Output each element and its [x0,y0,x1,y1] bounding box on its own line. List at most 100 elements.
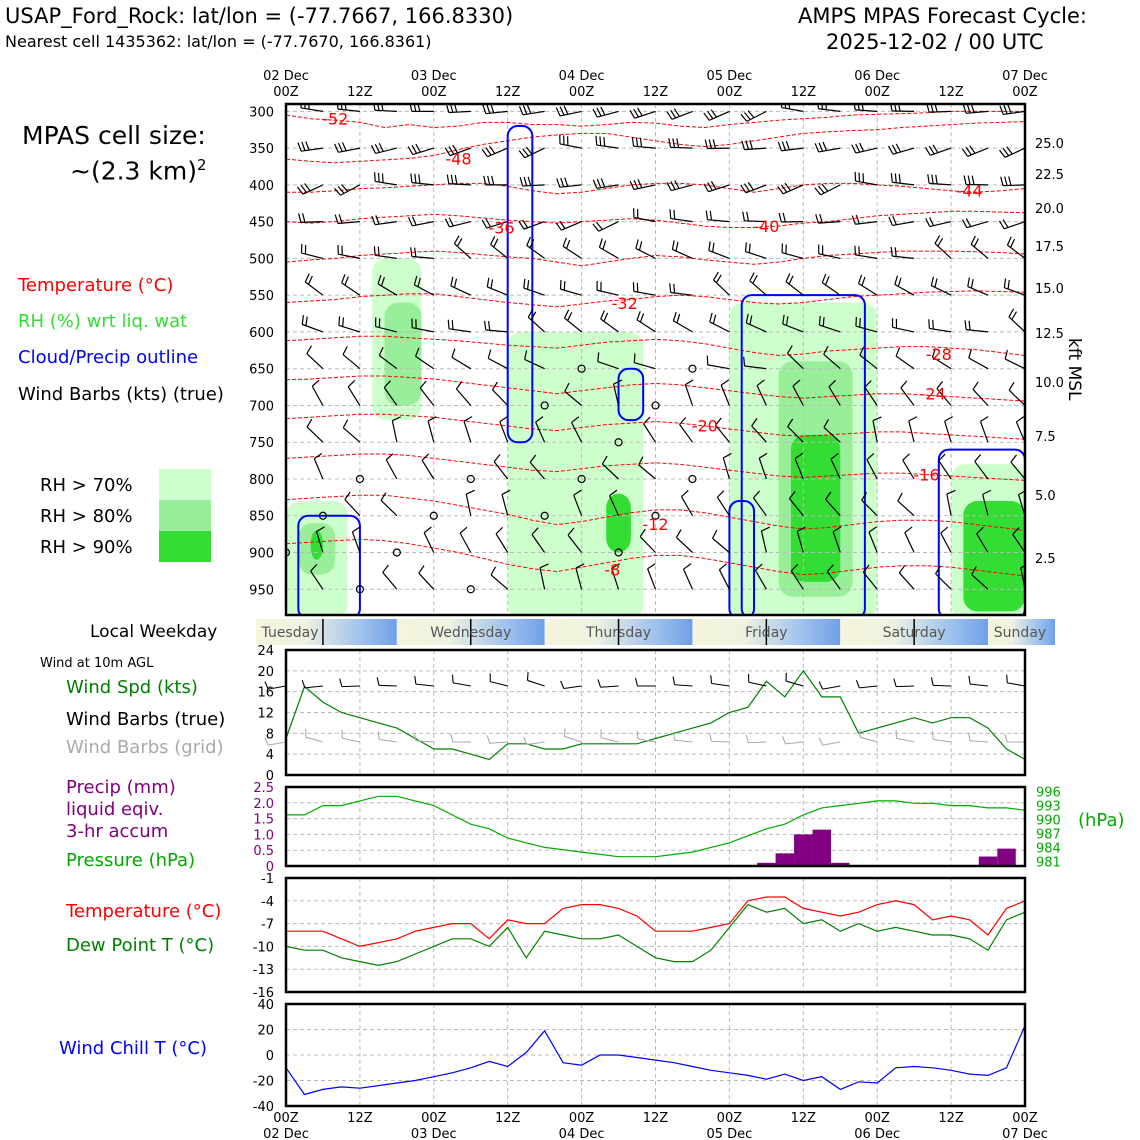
y-tick: 4 [266,748,274,763]
wind-barb [963,175,989,186]
wind-barb [857,274,878,296]
bottom-date-tick: 07 Dec [1002,1127,1048,1140]
wind-barb [866,453,878,480]
wind-barb [777,182,804,195]
wind-barb [862,564,878,590]
wind-barb [872,416,882,443]
temperature-label: -16 [913,466,939,485]
top-hour-tick: 00Z [1012,85,1038,100]
wind-barb [823,345,841,370]
y-tick: -40 [253,1100,274,1115]
weekday-label: Friday [745,625,787,641]
wind-barb [450,276,472,296]
wind-barb [597,352,619,370]
pressure-tick: 990 [1036,814,1061,829]
precip-bar [757,862,776,866]
wind-barb [592,221,619,232]
wind-barb-true [672,676,693,687]
wind-barb [826,564,841,590]
wind-barb [832,526,842,553]
wind-barb-true [526,672,545,687]
wind-barb [370,142,398,155]
calm-circle [651,401,660,410]
wind-barb-grid [895,729,915,743]
wind-barb [592,106,619,118]
wind-barb [703,180,730,193]
wind-barb [672,311,693,333]
wind-barb [410,247,434,259]
wind-barb [898,565,915,590]
wind-barb [946,489,956,516]
wind-barb [298,213,323,223]
bottom-hour-tick: 00Z [1012,1111,1038,1126]
calm-circle [286,548,291,557]
wind-barb [944,416,953,443]
wind-barb-true [376,677,397,687]
wind-barb [1004,349,1025,370]
bottom-date-tick: 02 Dec [263,1127,309,1140]
wind-barb [854,245,878,259]
wind-barb [961,218,989,229]
wind-chill-label: Wind Chill T (°C) [59,1038,207,1059]
pressure-tick: 900 [249,547,274,562]
cycle-title: AMPS MPAS Forecast Cycle: [798,4,1087,28]
wind-barb [815,213,841,224]
wind-10m-label: Wind at 10m AGL [40,656,154,671]
wind-barb [788,491,804,517]
wind-barb [961,145,989,157]
wind-barb [555,105,582,117]
wind-barb [337,244,361,259]
wind-barb [598,238,619,259]
wind-barb [740,110,767,122]
wind-barb [573,489,583,516]
wind-barb [925,217,952,228]
temperature-contour [286,335,1025,357]
y-tick: 1.5 [253,813,274,828]
wind-barb [527,308,546,333]
wind-barb [868,526,878,553]
pressure-tick: 300 [249,105,274,120]
calm-circle [540,511,549,520]
precip-bar [978,856,998,866]
wind-barb [427,416,437,443]
wind-barb [531,527,546,553]
top-date-tick: 07 Dec [1002,69,1048,84]
wind-barb [344,491,361,517]
wind-barb [491,381,509,406]
weekday-label: Sunday [994,625,1046,641]
wind-barb [296,183,324,195]
temperature-label: -40 [753,217,779,236]
wind-barb [713,271,730,296]
y-tick: 1.0 [253,828,274,843]
wind-barb-grid [859,728,878,743]
wind-barb-grid [782,735,804,745]
y-tick: -7 [261,918,274,933]
wind-barb [964,320,989,333]
top-hour-tick: 00Z [717,85,743,100]
wind-barb-grid [450,733,471,743]
wind-barb-grid [672,731,693,743]
kft-tick: 12.5 [1035,327,1064,342]
rh70-swatch [159,469,211,500]
wind-barb [636,311,656,333]
wind-barb [639,528,656,553]
calm-circle [429,511,438,520]
wind-barb-true [930,677,952,687]
top-hour-tick: 12Z [643,85,669,100]
y-tick: -13 [253,963,274,978]
wind-barb [854,171,878,186]
calm-circle [466,474,475,484]
temperature-contour [286,210,1025,228]
wind-barb [564,382,582,406]
wind-barb [972,381,989,406]
wind-barb [930,276,952,296]
wind-barb [631,136,656,149]
wind-barb-grid [377,731,397,743]
wind-barb [741,140,767,151]
wind-barb [421,453,435,480]
wind-barb [487,349,508,370]
pressure-tick: 950 [249,583,274,598]
wind-barb-true [264,681,287,690]
wind-barb [334,142,361,153]
wind-barb-grid [563,728,582,743]
